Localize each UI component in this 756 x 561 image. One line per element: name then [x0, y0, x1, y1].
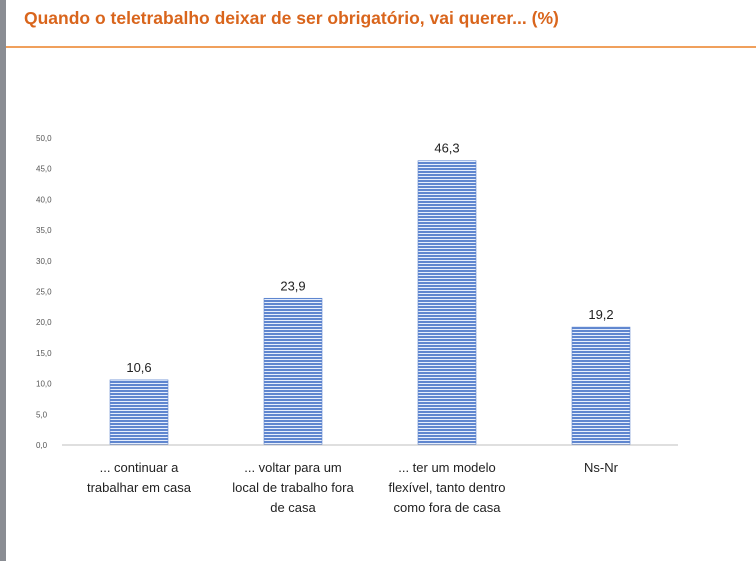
x-tick-label-line: ... voltar para um	[244, 460, 342, 475]
chart-title: Quando o teletrabalho deixar de ser obri…	[24, 8, 559, 28]
y-tick-label: 40,0	[36, 195, 52, 204]
y-tick-label: 25,0	[36, 288, 52, 297]
x-tick-label-line: de casa	[270, 500, 316, 515]
bar-3	[417, 160, 477, 446]
data-label-4: 19,2	[588, 307, 613, 322]
bar-1	[109, 379, 169, 446]
title-divider	[6, 46, 756, 48]
x-tick-label-line: trabalhar em casa	[87, 480, 192, 495]
x-tick-label-4: Ns-Nr	[584, 460, 619, 475]
y-tick-label: 50,0	[36, 134, 52, 143]
y-tick-label: 10,0	[36, 380, 52, 389]
data-label-3: 46,3	[434, 141, 459, 156]
left-edge-bar	[0, 0, 6, 561]
data-label-2: 23,9	[280, 278, 305, 293]
x-tick-label-line: ... ter um modelo	[398, 460, 496, 475]
y-tick-label: 20,0	[36, 318, 52, 327]
bar-4	[571, 326, 631, 446]
y-tick-label: 0,0	[36, 441, 48, 450]
x-tick-label-1: ... continuar a trabalhar em casa	[87, 460, 192, 495]
data-labels: 10,6 23,9 46,3 19,2	[126, 141, 613, 375]
bar-2	[263, 297, 323, 446]
x-tick-label-line: ... continuar a	[100, 460, 180, 475]
y-tick-label: 15,0	[36, 349, 52, 358]
x-tick-label-line: local de trabalho fora	[232, 480, 354, 495]
y-tick-label: 35,0	[36, 226, 52, 235]
x-axis-labels: ... continuar a trabalhar em casa ... volt…	[87, 460, 619, 515]
y-axis-ticks: 0,0 5,0 10,0 15,0 20,0 25,0 30,0 35,0 40,0 45,0 50…	[36, 134, 52, 450]
y-tick-label: 30,0	[36, 257, 52, 266]
x-tick-label-line: como fora de casa	[394, 500, 502, 515]
x-tick-label-2: ... voltar para um local de trabalho fora…	[232, 460, 354, 515]
x-tick-label-line: Ns-Nr	[584, 460, 619, 475]
bars	[109, 160, 631, 446]
data-label-1: 10,6	[126, 360, 151, 375]
x-tick-label-3: ... ter um modelo flexível, tanto dentro c…	[388, 460, 505, 515]
x-tick-label-line: flexível, tanto dentro	[388, 480, 505, 495]
y-tick-label: 45,0	[36, 165, 52, 174]
y-tick-label: 5,0	[36, 410, 48, 419]
